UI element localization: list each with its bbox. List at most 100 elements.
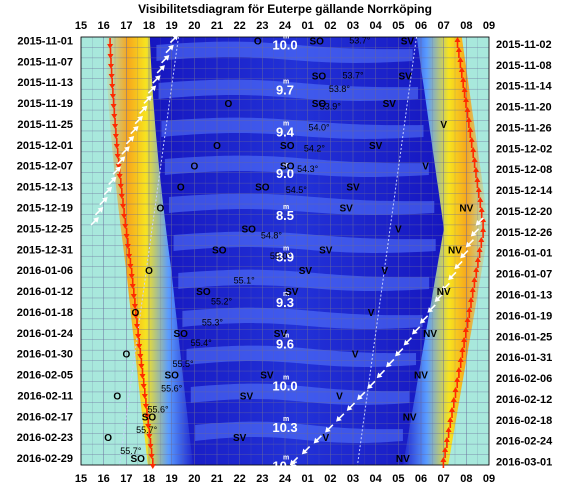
target-visibility-band	[190, 383, 410, 405]
direction-label: NV	[403, 412, 417, 423]
sunrise-arrow-head	[473, 267, 480, 272]
object-set-arrow-head	[289, 459, 296, 466]
sunset-arrow-head	[121, 214, 128, 219]
magnitude-label: 8.9	[276, 250, 294, 265]
object-set-arrow-head	[313, 437, 320, 444]
sunset-arrow-head	[112, 134, 119, 139]
object-rise-arrow	[112, 166, 121, 175]
sunrise-arrow-head	[449, 407, 455, 412]
direction-label: NV	[396, 454, 410, 465]
sunrise-arrow-head	[440, 457, 447, 462]
object-set-arrow-head	[357, 394, 363, 400]
sunrise-arrow-head	[471, 277, 478, 282]
object-set-arrow-head	[336, 415, 342, 422]
date-label-left: 2016-01-12	[17, 286, 73, 298]
magnitude-label: 9.7	[276, 83, 294, 98]
x-tick-top: 23	[256, 20, 268, 32]
object-set-arrow-head	[460, 252, 466, 259]
object-rise-arrow-head	[119, 156, 126, 163]
altitude-label: 54.3°	[297, 164, 319, 174]
magnitude-sup: m	[283, 374, 289, 381]
sunrise-arrow-head	[454, 377, 461, 382]
sunset-arrow-head	[140, 384, 147, 389]
sunset-arrow	[110, 98, 117, 109]
direction-label: SV	[260, 371, 274, 382]
x-tick-top: 03	[347, 20, 359, 32]
altitude-label: 53.7°	[349, 35, 371, 45]
sunrise-arrow	[471, 157, 478, 168]
altitude-label: 53.7°	[342, 70, 364, 80]
direction-label: O	[156, 204, 164, 215]
direction-label: O	[177, 183, 185, 194]
direction-label: SO	[164, 371, 179, 382]
direction-label: SO	[280, 162, 295, 173]
x-tick-top: 16	[98, 20, 110, 32]
altitude-label: 55.0°	[270, 251, 292, 261]
object-set-arrow	[419, 315, 429, 324]
direction-label: O	[254, 36, 262, 47]
direction-label: SV	[383, 99, 397, 110]
plot-frame	[80, 36, 490, 466]
sunrise-arrow-head	[467, 127, 474, 132]
sunset-arrow	[108, 68, 115, 79]
date-label-right: 2015-12-26	[496, 227, 552, 239]
object-set-arrow	[448, 271, 457, 281]
sunset-arrow-head	[122, 224, 129, 229]
x-tick-bottom: 06	[415, 473, 427, 485]
object-set-arrow-head	[427, 307, 434, 313]
x-tick-top: 18	[143, 20, 155, 32]
sunrise-arrow-head	[474, 177, 481, 182]
date-label-left: 2016-02-23	[17, 432, 73, 444]
sunrise-arrow	[473, 167, 479, 178]
date-label-right: 2015-11-08	[496, 60, 552, 72]
object-set-arrow	[454, 260, 463, 270]
chart-title: Visibilitetsdiagram för Euterpe gällande…	[138, 2, 432, 16]
object-set-arrow-head	[411, 328, 418, 335]
sunrise-arrow-head	[459, 347, 466, 352]
date-label-left: 2016-02-29	[17, 453, 73, 465]
sunset-arrow	[147, 438, 154, 449]
object-rise-arrow	[156, 65, 165, 74]
altitude-label: 55.1°	[234, 276, 256, 286]
object-rise-arrow	[103, 186, 113, 196]
sunset-arrow-head	[130, 294, 137, 299]
sunset-arrow	[109, 78, 116, 89]
sunset-arrow	[124, 238, 131, 249]
object-rise-arrow	[152, 75, 161, 84]
object-set-arrow-head	[376, 372, 383, 379]
sunrise-arrow	[459, 347, 466, 358]
direction-label: SV	[369, 141, 383, 152]
sunset-arrow-head	[138, 364, 145, 369]
sunrise-arrow	[476, 247, 483, 258]
sunrise-arrow-head	[470, 147, 477, 152]
sunrise-arrow-head	[480, 227, 487, 232]
grid-lines	[80, 36, 490, 466]
object-rise-arrow	[160, 55, 170, 64]
object-rise-arrow	[130, 125, 139, 135]
altitude-label: 55.2°	[211, 296, 233, 306]
direction-label: NV	[448, 245, 462, 256]
sunset-arrow-head	[120, 204, 126, 209]
sunset-arrow	[107, 38, 114, 49]
object-set-arrow-head	[448, 274, 454, 281]
sunset-arrow	[144, 408, 150, 419]
object-rise-arrow-head	[128, 136, 135, 142]
sunrise-arrow	[478, 207, 485, 218]
sunset-arrow-head	[118, 194, 125, 199]
date-label-left: 2015-11-13	[17, 77, 73, 89]
sunset-arrow	[126, 248, 133, 259]
direction-label: O	[190, 162, 198, 173]
sunrise-arrow-head	[455, 367, 462, 372]
sunrise-arrow	[475, 187, 482, 198]
direction-label: SO	[255, 183, 270, 194]
object-rise-arrow	[169, 34, 179, 44]
date-label-left: 2016-01-06	[17, 265, 73, 277]
object-rise-arrow-head	[132, 125, 139, 132]
target-bands	[156, 41, 436, 443]
direction-label: SV	[274, 329, 288, 340]
object-set-arrow-head	[475, 219, 482, 226]
altitude-label: 55.6°	[161, 383, 183, 393]
date-label-right: 2016-02-12	[496, 394, 552, 406]
x-tick-top: 04	[370, 20, 383, 32]
object-rise-arrow	[116, 156, 126, 165]
